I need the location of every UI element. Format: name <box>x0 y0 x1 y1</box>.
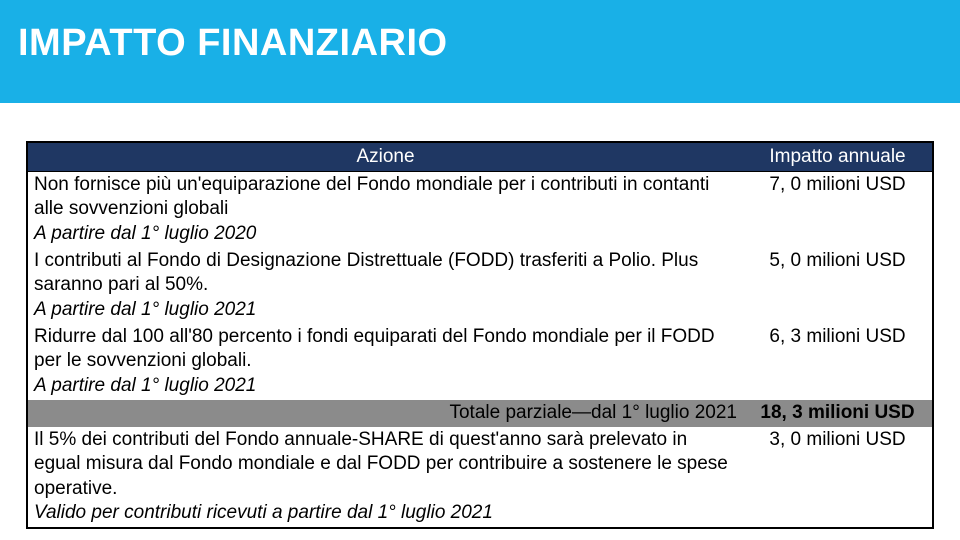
action-note: A partire dal 1° luglio 2021 <box>34 298 737 322</box>
table-row: Il 5% dei contributi del Fondo annuale-S… <box>27 427 933 528</box>
table-header-row: Azione Impatto annuale <box>27 142 933 172</box>
cell-action: Non fornisce più un'equiparazione del Fo… <box>27 172 743 248</box>
table-row: Non fornisce più un'equiparazione del Fo… <box>27 172 933 248</box>
cell-action: I contributi al Fondo di Designazione Di… <box>27 248 743 324</box>
cell-impact: 5, 0 milioni USD <box>743 248 933 324</box>
cell-impact: 7, 0 milioni USD <box>743 172 933 248</box>
subtotal-label: Totale parziale—dal 1° luglio 2021 <box>27 400 743 427</box>
cell-action: Il 5% dei contributi del Fondo annuale-S… <box>27 427 743 528</box>
action-text: Il 5% dei contributi del Fondo annuale-S… <box>34 428 737 501</box>
impact-table: Azione Impatto annuale Non fornisce più … <box>26 141 934 529</box>
subtotal-row: Totale parziale—dal 1° luglio 2021 18, 3… <box>27 400 933 427</box>
subtotal-impact: 18, 3 milioni USD <box>743 400 933 427</box>
cell-impact: 6, 3 milioni USD <box>743 324 933 400</box>
action-text: Ridurre dal 100 all'80 percento i fondi … <box>34 325 737 374</box>
header-band: IMPATTO FINANZIARIO <box>0 0 960 103</box>
action-note: A partire dal 1° luglio 2020 <box>34 222 737 246</box>
table-row: Ridurre dal 100 all'80 percento i fondi … <box>27 324 933 400</box>
cell-impact: 3, 0 milioni USD <box>743 427 933 528</box>
page-title: IMPATTO FINANZIARIO <box>0 0 448 65</box>
action-note: Valido per contributi ricevuti a partire… <box>34 501 737 525</box>
table-row: I contributi al Fondo di Designazione Di… <box>27 248 933 324</box>
action-text: Non fornisce più un'equiparazione del Fo… <box>34 173 737 222</box>
action-note: A partire dal 1° luglio 2021 <box>34 374 737 398</box>
action-text: I contributi al Fondo di Designazione Di… <box>34 249 737 298</box>
col-header-action: Azione <box>27 142 743 172</box>
cell-action: Ridurre dal 100 all'80 percento i fondi … <box>27 324 743 400</box>
page-body: Azione Impatto annuale Non fornisce più … <box>0 103 960 529</box>
col-header-impact: Impatto annuale <box>743 142 933 172</box>
